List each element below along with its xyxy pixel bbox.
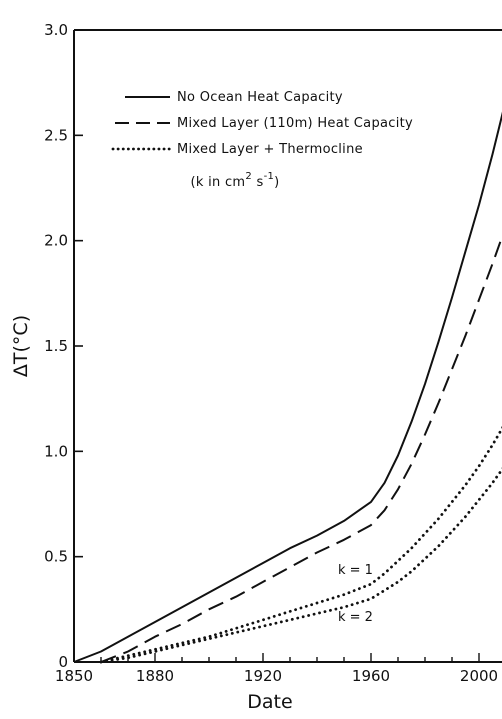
x-tick-label: 1920 <box>244 667 282 685</box>
annotation-k1: k = 1 <box>338 563 373 578</box>
y-axis-title: ΔT(°C) <box>10 315 32 377</box>
y-tick-label: 2.5 <box>44 126 68 144</box>
legend-label-dotted: Mixed Layer + Thermocline <box>177 142 363 157</box>
x-tick-label: 1880 <box>136 667 174 685</box>
y-tick-label: 2.0 <box>44 232 68 250</box>
series-line-dashed-1 <box>100 234 502 663</box>
legend-label-dashed: Mixed Layer (110m) Heat Capacity <box>177 116 413 131</box>
x-tick-label: 1850 <box>55 667 93 685</box>
y-tick-label: 0.5 <box>44 548 68 566</box>
y-tick-label: 0 <box>58 653 68 671</box>
legend: No Ocean Heat Capacity Mixed Layer (110m… <box>111 90 413 190</box>
y-ticks: 0 0.5 1.0 1.5 2.0 2.5 3.0 <box>44 21 83 671</box>
series-line-dotted-3 <box>99 467 502 664</box>
y-tick-label: 3.0 <box>44 21 68 39</box>
x-tick-label: 1960 <box>352 667 390 685</box>
x-axis-title: Date <box>247 691 292 713</box>
legend-units-note: (k in cm2 s-1) <box>190 171 279 190</box>
annotation-k2: k = 2 <box>338 610 373 625</box>
y-tick-label: 1.5 <box>44 337 68 355</box>
series-line-dotted-2 <box>99 425 502 664</box>
x-tick-label: 2000 <box>460 667 498 685</box>
x-ticks: 1850 1880 1920 1960 2000 <box>55 653 498 685</box>
series-layer <box>73 111 502 664</box>
series-line-solid-0 <box>73 111 502 663</box>
legend-label-solid: No Ocean Heat Capacity <box>177 90 343 105</box>
y-tick-label: 1.0 <box>44 442 68 460</box>
